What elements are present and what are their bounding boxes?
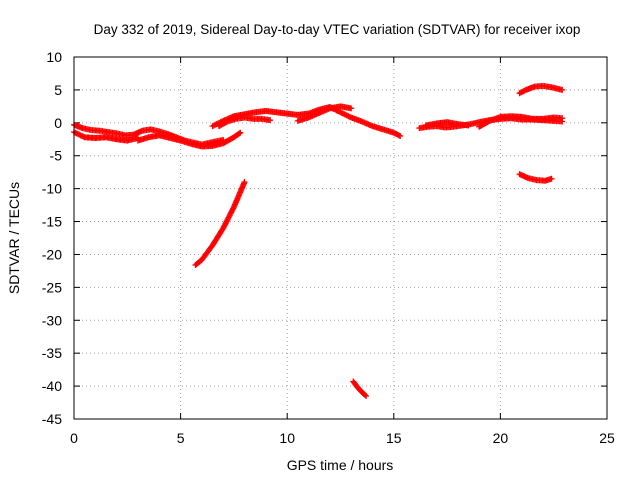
data-point (395, 132, 402, 139)
data-point (76, 131, 83, 138)
series-track-3 (134, 129, 244, 150)
data-point (559, 86, 566, 93)
data-point (216, 119, 223, 126)
chart-title: Day 332 of 2019, Sidereal Day-to-day VTE… (94, 22, 581, 37)
series-track-8 (350, 378, 370, 399)
x-axis-label: GPS time / hours (287, 457, 394, 473)
x-tick-labels: 0 5 10 15 20 25 (70, 430, 615, 446)
data-point (362, 391, 369, 398)
y-tick-label: -5 (50, 148, 63, 164)
y-tick-label: -10 (42, 181, 62, 197)
series-track-10 (422, 119, 472, 129)
series-track-6 (294, 103, 355, 124)
data-point (218, 118, 225, 125)
data-point (241, 179, 248, 186)
data-point (341, 111, 348, 118)
series-track-13 (516, 171, 555, 184)
x-tick-label: 10 (279, 430, 295, 446)
x-tick-label: 5 (177, 430, 185, 446)
y-tick-labels: 10 5 0 -5 -10 -15 -20 -25 -30 -35 -40 -45 (42, 49, 62, 427)
y-tick-label: -40 (42, 378, 62, 394)
series-track-5 (209, 104, 404, 139)
data-point (72, 129, 79, 136)
data-point (548, 175, 555, 182)
series-track-11 (476, 113, 566, 130)
y-tick-label: -35 (42, 345, 62, 361)
data-point (344, 112, 351, 119)
y-tick-label: 10 (46, 49, 62, 65)
data-point (340, 110, 347, 117)
series-track-12 (516, 82, 566, 97)
y-tick-label: -20 (42, 246, 62, 262)
data-point (345, 113, 352, 120)
series-track-7 (192, 179, 248, 268)
data-point (346, 113, 353, 120)
y-tick-label: -15 (42, 214, 62, 230)
data-point (559, 115, 566, 122)
data-point (363, 392, 370, 399)
data-point (337, 109, 344, 116)
data-point (74, 131, 81, 138)
data-point (465, 122, 472, 129)
y-tick-label: 0 (54, 115, 62, 131)
x-tick-label: 25 (599, 430, 615, 446)
series-track-2 (71, 129, 141, 144)
data-point (267, 117, 274, 124)
x-tick-label: 0 (70, 430, 78, 446)
data-point (78, 132, 85, 139)
x-tick-label: 15 (386, 430, 402, 446)
plot-frame (73, 56, 608, 420)
data-point (77, 132, 84, 139)
data-point (338, 109, 345, 116)
y-tick-label: 5 (54, 82, 62, 98)
y-tick-label: -30 (42, 312, 62, 328)
data-point (217, 119, 224, 126)
y-axis-label: SDTVAR / TECUs (6, 182, 22, 294)
data-point (212, 121, 219, 128)
data-point (336, 108, 343, 115)
data-point (73, 130, 80, 137)
y-tick-label: -45 (42, 411, 62, 427)
data-point (80, 133, 87, 140)
data-point (348, 105, 355, 112)
data-point (213, 121, 220, 128)
data-point (237, 129, 244, 136)
x-tick-label: 20 (493, 430, 509, 446)
data-point (236, 130, 243, 137)
data-point (209, 123, 216, 130)
data-point (214, 120, 221, 127)
data-points (71, 82, 566, 399)
data-point (210, 122, 217, 129)
y-tick-label: -25 (42, 279, 62, 295)
data-point (397, 132, 404, 139)
data-point (342, 111, 349, 118)
